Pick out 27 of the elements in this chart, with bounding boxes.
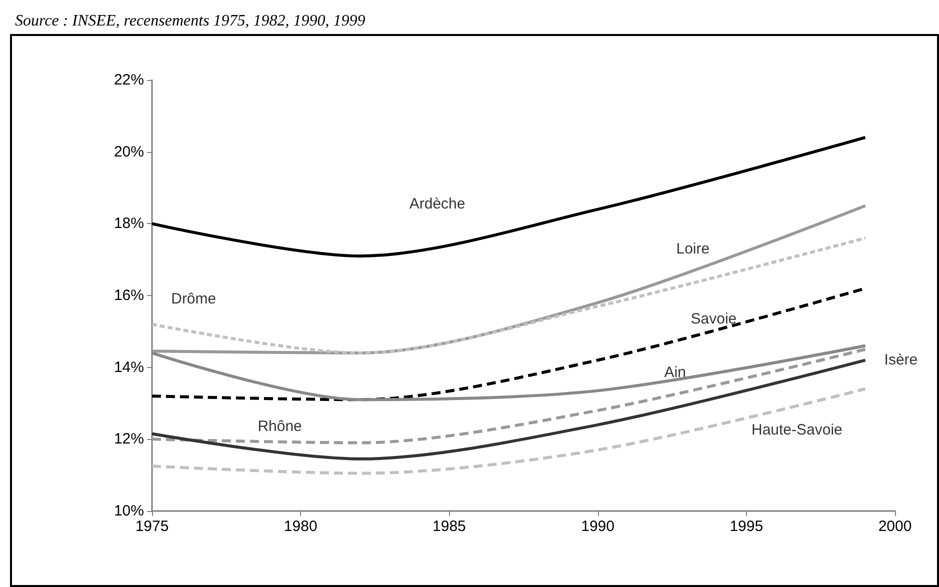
line-series <box>150 348 867 444</box>
x-tick-label: 2000 <box>878 518 912 535</box>
y-tick-label: 10% <box>114 502 144 520</box>
line-series <box>150 387 867 475</box>
line-series <box>150 236 867 354</box>
series-label: Ardèche <box>409 195 466 212</box>
x-tick-label: 1995 <box>730 518 764 535</box>
y-tick-label: 20% <box>114 143 144 160</box>
line-series <box>150 358 867 460</box>
x-tick-label: 1985 <box>432 518 466 535</box>
y-tick-label: 16% <box>114 287 144 304</box>
x-tick-label: 1990 <box>581 518 614 535</box>
series-label: Isère <box>884 352 918 369</box>
source-note: Source : INSEE, recensements 1975, 1982, 1990, 1999 <box>15 12 366 30</box>
x-tick-label: 1975 <box>135 518 169 535</box>
x-tick-label: 1980 <box>284 518 318 535</box>
line-series <box>150 136 867 258</box>
series-label: Savoie <box>690 310 737 328</box>
y-tick-label: 14% <box>114 358 144 376</box>
y-tick-label: 22% <box>114 72 144 88</box>
y-tick-label: 18% <box>114 215 144 232</box>
y-tick-label: 12% <box>114 430 144 448</box>
series-label: Loire <box>676 240 710 258</box>
series-label: Ain <box>664 364 686 382</box>
series-label: Haute-Savoie <box>751 422 842 439</box>
series-label: Drôme <box>171 290 216 308</box>
series-label: Rhône <box>258 418 302 436</box>
